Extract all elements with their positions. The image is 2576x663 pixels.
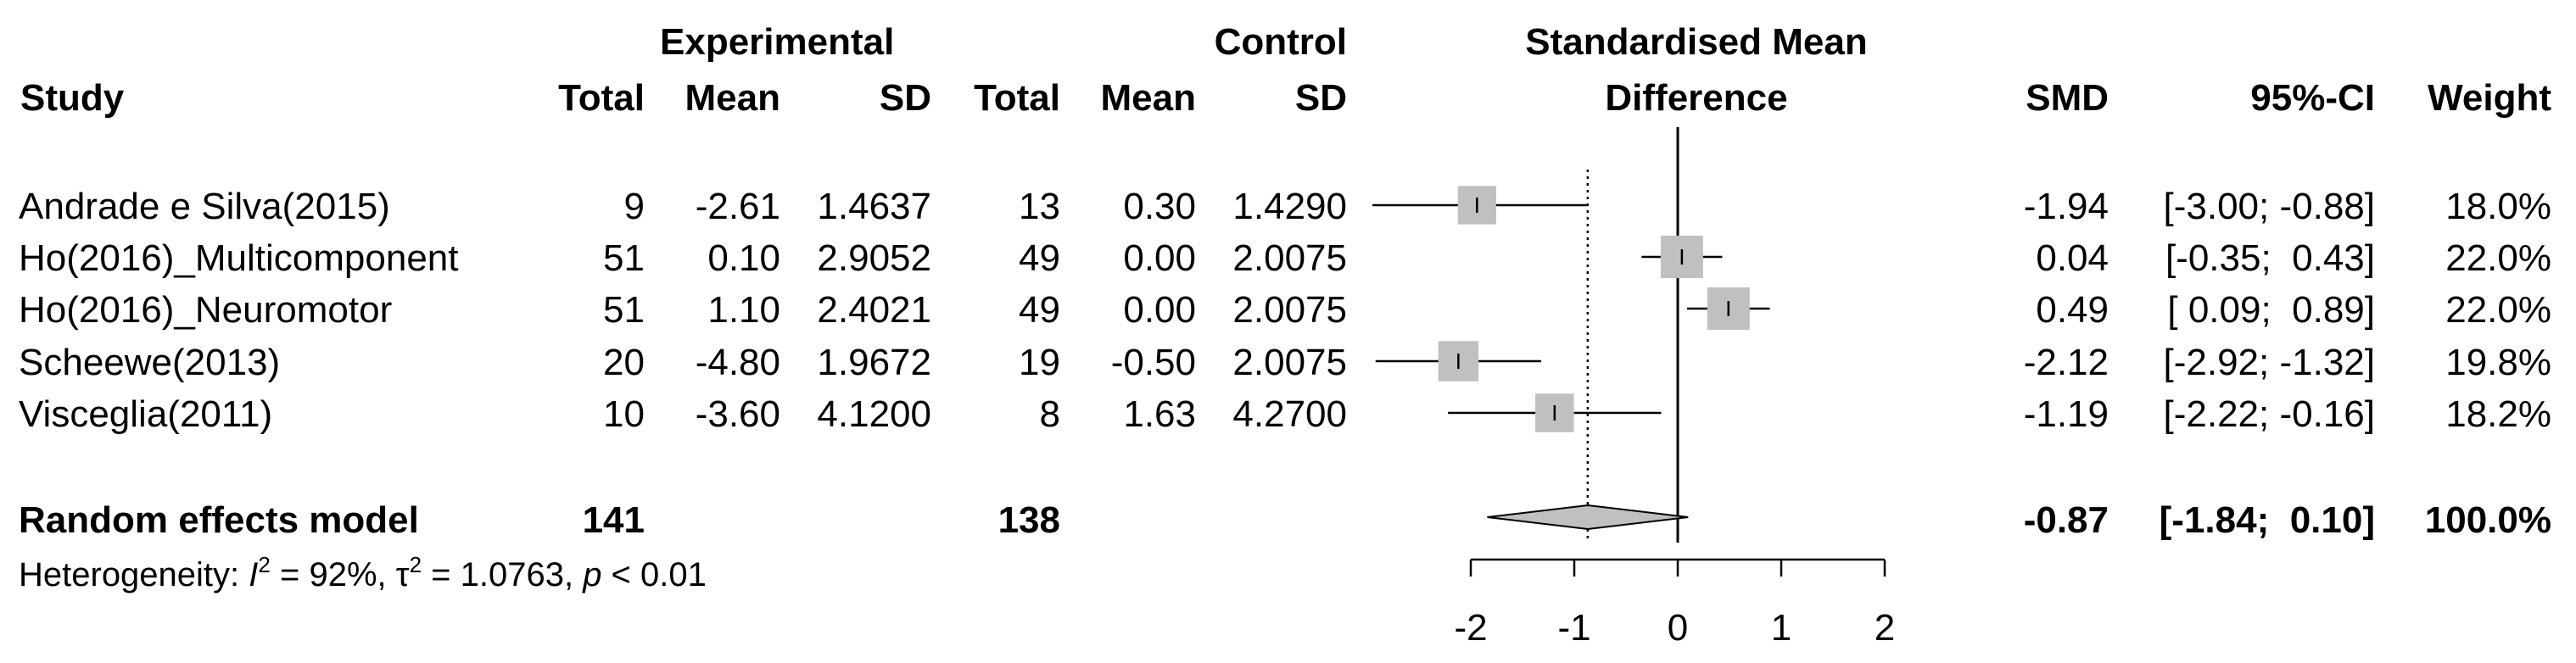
ci-value: [-0.35; 0.43] bbox=[2165, 237, 2375, 279]
weight-header: Weight bbox=[2428, 77, 2551, 119]
ctrl-mean: -0.50 bbox=[1110, 342, 1196, 383]
exp-total: 51 bbox=[603, 237, 645, 279]
ctrl-sd: 4.2700 bbox=[1232, 393, 1347, 435]
exp-total: 51 bbox=[603, 289, 645, 331]
study-name: Scheewe(2013) bbox=[19, 342, 281, 383]
ci-value: [-2.92; -1.32] bbox=[2163, 342, 2375, 383]
ctrl-sd-header: SD bbox=[1294, 77, 1347, 119]
weight-value: 18.0% bbox=[2445, 186, 2551, 227]
study-name: Visceglia(2011) bbox=[19, 393, 273, 435]
het-i-squared: 2 bbox=[258, 552, 271, 577]
exp-mean: -4.80 bbox=[695, 342, 780, 383]
x-tick-label: -2 bbox=[1454, 607, 1487, 649]
exp-total: 10 bbox=[603, 393, 645, 435]
ctrl-total-header: Total bbox=[974, 77, 1060, 119]
weight-value: 22.0% bbox=[2445, 289, 2551, 331]
ctrl-total: 8 bbox=[1039, 393, 1060, 435]
smd-title-line2: Difference bbox=[1605, 77, 1788, 119]
het-tau-value: = 1.0763, bbox=[422, 556, 584, 593]
study-name: Ho(2016)_Multicomponent bbox=[19, 237, 459, 279]
ctrl-total: 13 bbox=[1019, 186, 1060, 227]
ctrl-sd: 2.0075 bbox=[1232, 289, 1347, 331]
ctrl-total: 49 bbox=[1019, 237, 1060, 279]
ctrl-sd: 2.0075 bbox=[1232, 237, 1347, 279]
exp-mean: 0.10 bbox=[707, 237, 780, 279]
experimental-group-header: Experimental bbox=[660, 21, 895, 63]
het-i-symbol: I bbox=[249, 556, 259, 593]
exp-total: 20 bbox=[603, 342, 645, 383]
ctrl-mean: 0.30 bbox=[1123, 186, 1196, 227]
ci-value: [-3.00; -0.88] bbox=[2163, 186, 2375, 227]
exp-total: 9 bbox=[623, 186, 645, 227]
ctrl-mean: 1.63 bbox=[1123, 393, 1196, 435]
ctrl-sd: 1.4290 bbox=[1232, 186, 1347, 227]
ci-value: [ 0.09; 0.89] bbox=[2167, 289, 2375, 331]
pooled-label: Random effects model bbox=[19, 499, 419, 541]
control-group-header: Control bbox=[1214, 21, 1347, 63]
x-tick-label: -1 bbox=[1557, 607, 1590, 649]
smd-value: 0.49 bbox=[2036, 289, 2109, 331]
ctrl-mean-header: Mean bbox=[1100, 77, 1196, 119]
heterogeneity-statement: Heterogeneity: I2 = 92%, τ2 = 1.0763, p … bbox=[19, 554, 707, 594]
exp-mean: 1.10 bbox=[707, 289, 780, 331]
ctrl-mean: 0.00 bbox=[1123, 237, 1196, 279]
exp-sd: 4.1200 bbox=[817, 393, 931, 435]
study-column-header: Study bbox=[20, 77, 125, 119]
het-i-value: = 92%, bbox=[270, 556, 396, 593]
het-tau-symbol: τ bbox=[395, 556, 410, 593]
study-name: Ho(2016)_Neuromotor bbox=[19, 289, 393, 331]
smd-value: -1.94 bbox=[2023, 186, 2109, 227]
exp-sd: 1.9672 bbox=[817, 342, 931, 383]
pooled-diamond bbox=[1487, 504, 1689, 531]
weight-value: 19.8% bbox=[2445, 342, 2551, 383]
ctrl-sd: 2.0075 bbox=[1232, 342, 1347, 383]
ctrl-total: 19 bbox=[1019, 342, 1060, 383]
exp-sd: 2.4021 bbox=[817, 289, 931, 331]
smd-value: 0.04 bbox=[2036, 237, 2109, 279]
pooled-smd: -0.87 bbox=[2023, 499, 2109, 541]
ci-header: 95%-CI bbox=[2250, 77, 2375, 119]
pooled-ctrl-total: 138 bbox=[997, 499, 1060, 541]
exp-sd: 1.4637 bbox=[817, 186, 931, 227]
pooled-ci: [-1.84; 0.10] bbox=[2159, 499, 2375, 541]
exp-total-header: Total bbox=[558, 77, 645, 119]
het-tau-squared: 2 bbox=[409, 552, 422, 577]
smd-value: -1.19 bbox=[2023, 393, 2109, 435]
pooled-weight: 100.0% bbox=[2424, 499, 2551, 541]
exp-mean: -3.60 bbox=[695, 393, 780, 435]
exp-mean: -2.61 bbox=[695, 186, 780, 227]
smd-value: -2.12 bbox=[2023, 342, 2109, 383]
ctrl-total: 49 bbox=[1019, 289, 1060, 331]
smd-title-line1: Standardised Mean bbox=[1525, 21, 1868, 63]
exp-mean-header: Mean bbox=[685, 77, 780, 119]
pooled-exp-total: 141 bbox=[582, 499, 645, 541]
smd-header: SMD bbox=[2026, 77, 2109, 119]
x-tick-label: 2 bbox=[1875, 607, 1895, 649]
ctrl-mean: 0.00 bbox=[1123, 289, 1196, 331]
het-p-value: < 0.01 bbox=[601, 556, 707, 593]
exp-sd-header: SD bbox=[879, 77, 931, 119]
x-tick-label: 1 bbox=[1771, 607, 1791, 649]
exp-sd: 2.9052 bbox=[817, 237, 931, 279]
weight-value: 22.0% bbox=[2445, 237, 2551, 279]
x-tick-label: 0 bbox=[1668, 607, 1688, 649]
study-name: Andrade e Silva(2015) bbox=[19, 186, 390, 227]
weight-value: 18.2% bbox=[2445, 393, 2551, 435]
het-p-symbol: p bbox=[583, 556, 602, 593]
ci-value: [-2.22; -0.16] bbox=[2163, 393, 2375, 435]
het-prefix: Heterogeneity: bbox=[19, 556, 249, 593]
